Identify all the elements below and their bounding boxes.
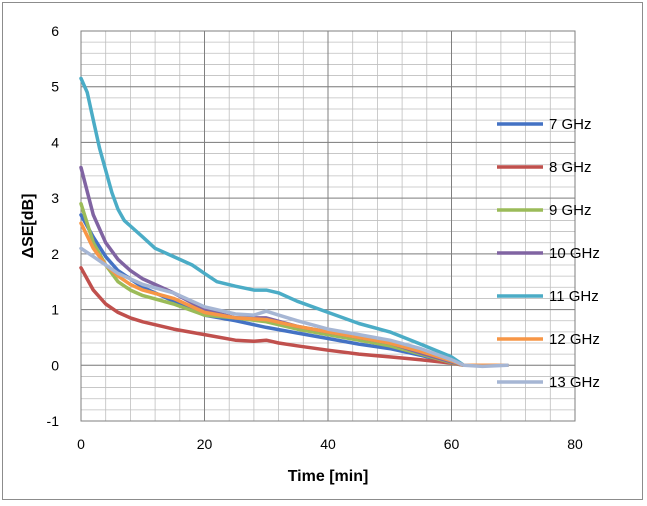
series-line-7 [79, 246, 509, 369]
line-chart: 0 20 40 60 80 -1 0 1 2 3 4 5 6 Time [min] ΔSE[dB] 7 … [20, 23, 600, 485]
x-tick-label: 60 [444, 436, 460, 452]
y-tick-label: 2 [51, 246, 59, 262]
series-line-2 [79, 266, 509, 368]
y-tick-label: 5 [51, 79, 59, 95]
grid-lines [80, 30, 576, 422]
legend-label-5: 11 GHz [549, 288, 599, 305]
y-tick-label: 6 [51, 23, 59, 39]
legend-label-6: 12 GHz [549, 331, 600, 348]
x-axis-title: Time [min] [288, 468, 369, 485]
y-tick-label: 4 [51, 134, 59, 150]
legend: 7 GHz 8 GHz 9 GHz 10 GHz 11 GHz 12 GHz 13 GHz [497, 116, 600, 391]
legend-label-1: 7 GHz [549, 116, 592, 133]
y-tick-label: 3 [51, 190, 59, 206]
legend-label-4: 10 GHz [549, 245, 600, 262]
series-line-5 [79, 76, 509, 368]
y-tick-label: -1 [47, 413, 60, 429]
y-axis-title: ΔSE[dB] [20, 194, 37, 259]
legend-label-2: 8 GHz [549, 159, 592, 176]
x-tick-label: 0 [77, 436, 85, 452]
x-tick-label: 40 [320, 436, 336, 452]
x-tick-label: 80 [567, 436, 583, 452]
legend-label-7: 13 GHz [549, 374, 600, 391]
y-tick-label: 0 [51, 357, 59, 373]
tick-labels: 0 20 40 60 80 -1 0 1 2 3 4 5 6 [47, 23, 583, 452]
legend-label-3: 9 GHz [549, 202, 592, 219]
y-tick-label: 1 [51, 302, 59, 318]
chart-frame: 0 20 40 60 80 -1 0 1 2 3 4 5 6 Time [min] ΔSE[dB] 7 … [2, 2, 643, 500]
data-series [79, 76, 509, 369]
series-line-4 [79, 165, 509, 368]
x-tick-label: 20 [197, 436, 213, 452]
